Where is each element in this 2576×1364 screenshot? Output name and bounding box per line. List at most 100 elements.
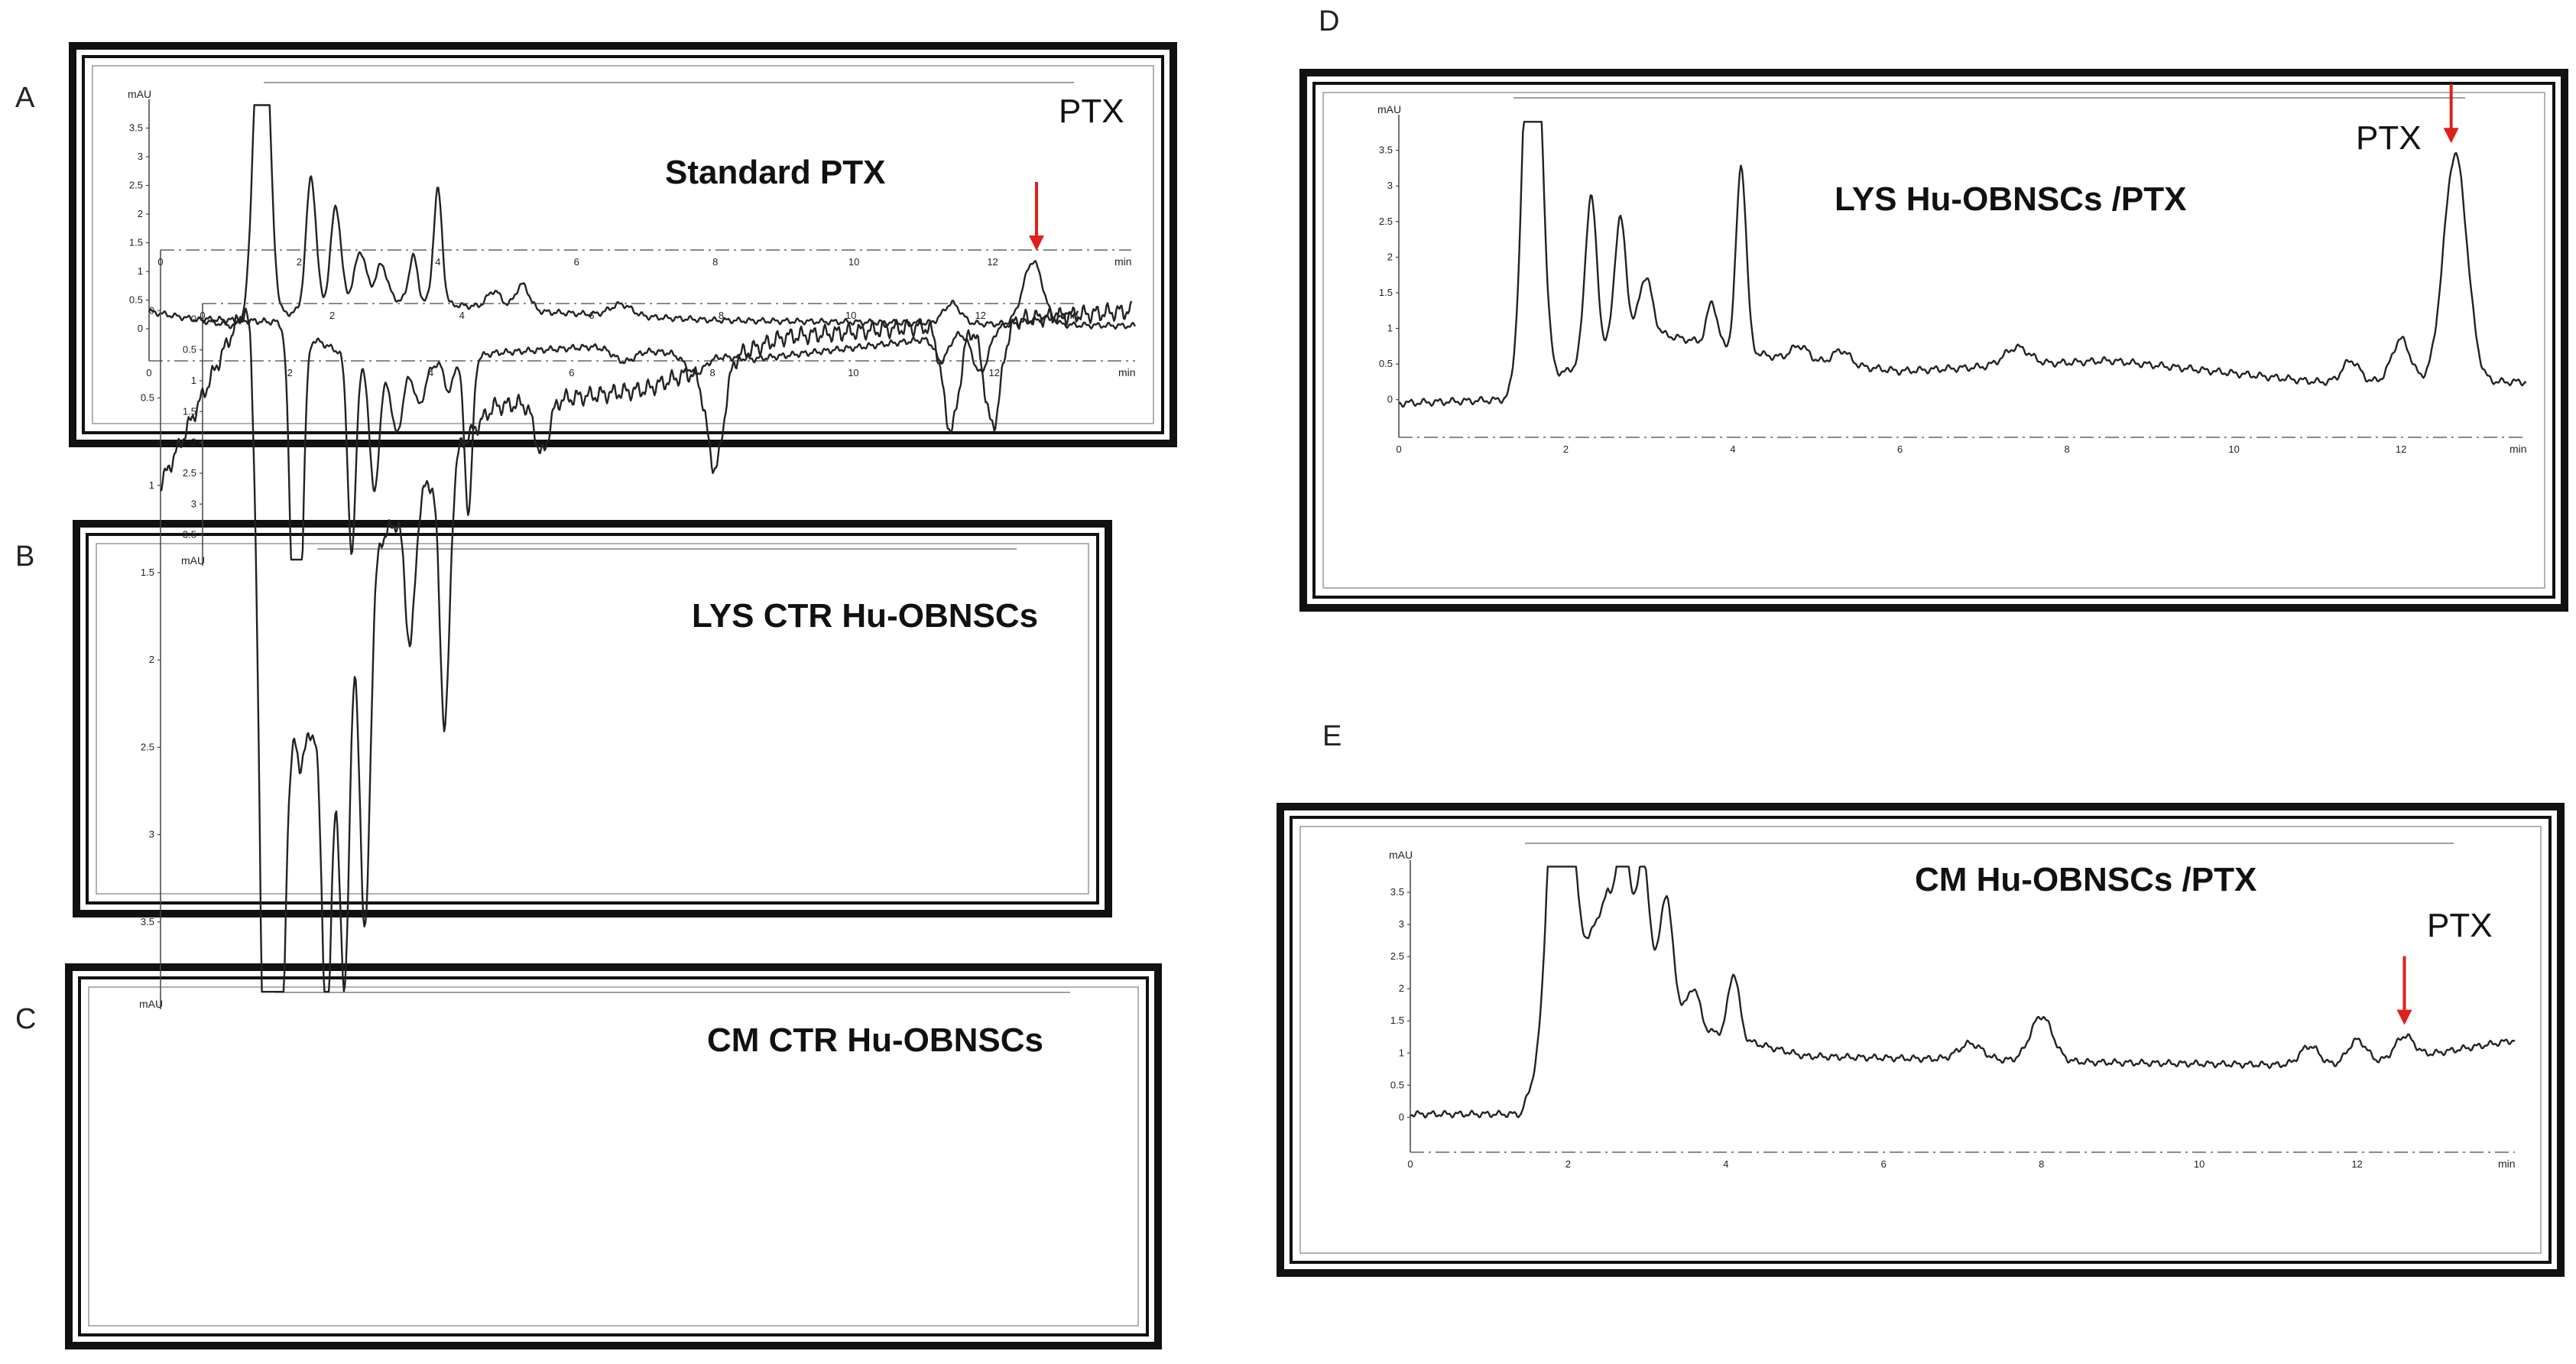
y-tick-label: 2.5 xyxy=(141,741,154,752)
y-tick-label: 3.5 xyxy=(183,529,196,541)
x-tick-label: 0 xyxy=(157,256,163,268)
ptx-arrow-head xyxy=(1029,235,1044,251)
y-tick-label: 0.5 xyxy=(141,392,154,404)
panel-frame-inner xyxy=(78,976,1149,1336)
ptx-annotation-label: PTX xyxy=(2427,907,2493,944)
y-tick-label: 3.5 xyxy=(1379,145,1393,156)
x-tick-label: 4 xyxy=(435,256,440,268)
panel-frame-inner xyxy=(82,55,1164,434)
x-tick-label: 0 xyxy=(1407,1158,1413,1170)
y-tick-label: 2 xyxy=(1399,982,1404,994)
x-tick-label: 12 xyxy=(987,256,998,268)
y-tick-label: 1 xyxy=(149,479,154,491)
panel-frame-hairline xyxy=(96,543,1089,895)
panel-title: Standard PTX xyxy=(665,154,886,191)
y-tick-label: 3 xyxy=(191,498,196,509)
x-axis-label: min xyxy=(1118,366,1136,378)
panel-letter: D xyxy=(1319,5,1339,37)
y-tick-label: 0.5 xyxy=(1390,1079,1404,1090)
chromatogram-trace xyxy=(160,300,1133,993)
x-tick-label: 6 xyxy=(1897,443,1903,455)
x-tick-label: 0 xyxy=(146,367,151,378)
y-axis-label: mAU xyxy=(139,998,163,1010)
y-tick-label: 1 xyxy=(1387,323,1393,334)
x-tick-label: 4 xyxy=(1723,1158,1728,1170)
x-tick-label: 6 xyxy=(1881,1158,1887,1170)
y-tick-label: 1 xyxy=(1399,1047,1404,1058)
x-tick-label: 2 xyxy=(287,367,293,378)
y-tick-label: 0 xyxy=(138,323,143,334)
y-axis-label: mAU xyxy=(128,88,151,100)
y-tick-label: 3.5 xyxy=(129,122,143,134)
y-tick-label: 1.5 xyxy=(141,567,154,578)
x-tick-label: 12 xyxy=(2396,443,2406,455)
x-tick-label: 6 xyxy=(589,310,594,321)
panel-frame-hairline xyxy=(1299,826,2542,1254)
y-tick-label: 1.5 xyxy=(1390,1015,1404,1026)
ptx-annotation-label: PTX xyxy=(1059,93,1124,130)
x-tick-label: 6 xyxy=(574,256,579,268)
panel-title: LYS CTR Hu-OBNSCs xyxy=(692,597,1038,635)
x-tick-label: 0 xyxy=(200,310,205,321)
panel-frame-outer xyxy=(1299,69,2568,612)
x-tick-label: 4 xyxy=(459,310,465,321)
y-tick-label: 0.5 xyxy=(183,344,196,356)
chromatogram-trace xyxy=(1410,865,2516,1119)
y-tick-label: 2 xyxy=(138,208,143,219)
panel-frame-inner xyxy=(86,533,1099,904)
panel-letter: E xyxy=(1322,720,1342,752)
x-axis-label: min xyxy=(2509,443,2527,455)
x-tick-label: 2 xyxy=(1565,1158,1571,1170)
panel-title: CM CTR Hu-OBNSCs xyxy=(707,1021,1043,1059)
panel-letter: A xyxy=(15,82,35,114)
y-tick-label: 3 xyxy=(1399,918,1404,930)
y-tick-label: 2.5 xyxy=(129,180,143,191)
x-tick-label: 10 xyxy=(2194,1158,2205,1170)
y-tick-label: 2 xyxy=(191,437,196,448)
x-tick-label: 8 xyxy=(710,367,715,378)
x-tick-label: 12 xyxy=(975,310,986,321)
panel-title: LYS Hu-OBNSCs /PTX xyxy=(1835,180,2186,218)
chromatogram-trace xyxy=(1398,121,2527,408)
ptx-annotation-label: PTX xyxy=(2356,119,2422,157)
x-tick-label: 8 xyxy=(2039,1158,2044,1170)
x-tick-label: 2 xyxy=(1563,443,1569,455)
y-tick-label: 0.5 xyxy=(1379,358,1393,369)
y-tick-label: 3 xyxy=(1387,180,1393,191)
x-tick-label: 10 xyxy=(845,310,856,321)
panel-frame-outer xyxy=(73,520,1112,917)
x-tick-label: 10 xyxy=(848,256,859,268)
x-axis-label: min xyxy=(2498,1158,2516,1170)
y-tick-label: 0 xyxy=(149,304,154,316)
x-tick-label: 2 xyxy=(297,256,302,268)
y-tick-label: 3.5 xyxy=(1390,886,1404,898)
x-tick-label: 12 xyxy=(2351,1158,2362,1170)
y-axis-label: mAU xyxy=(1377,103,1401,115)
y-tick-label: 1 xyxy=(138,265,143,277)
y-tick-label: 1.5 xyxy=(183,405,196,417)
x-axis-label: min xyxy=(1114,255,1132,268)
y-tick-label: 2 xyxy=(1387,251,1393,262)
x-tick-label: 8 xyxy=(719,310,724,321)
y-tick-label: 2.5 xyxy=(183,467,196,479)
x-tick-label: 8 xyxy=(2064,443,2069,455)
x-tick-label: 4 xyxy=(1730,443,1735,455)
x-tick-label: 2 xyxy=(329,310,335,321)
panel-frame-hairline xyxy=(1322,92,2545,589)
panel-title: CM Hu-OBNSCs /PTX xyxy=(1915,861,2256,898)
y-tick-label: 1 xyxy=(191,375,196,386)
x-tick-label: 8 xyxy=(712,256,718,268)
y-tick-label: 2.5 xyxy=(1379,216,1393,227)
x-tick-label: 4 xyxy=(428,367,433,378)
x-tick-label: 10 xyxy=(2228,443,2239,455)
y-tick-label: 0.5 xyxy=(129,294,143,306)
x-tick-label: 12 xyxy=(988,367,999,378)
y-tick-label: 3 xyxy=(149,829,154,840)
panel-frame-hairline xyxy=(88,986,1139,1327)
x-tick-label: 10 xyxy=(848,367,858,378)
